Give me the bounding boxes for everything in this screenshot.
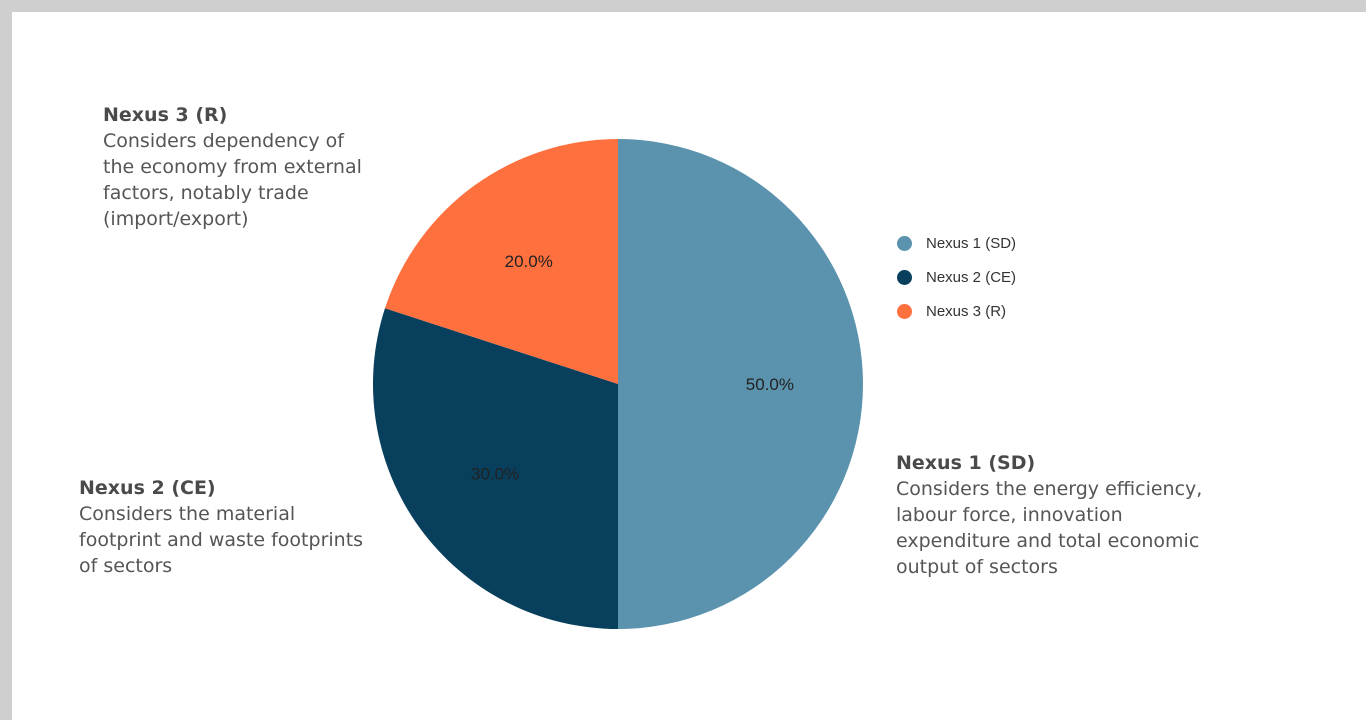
legend-item-nexus-2[interactable]: Nexus 2 (CE) bbox=[897, 260, 1016, 294]
annotation-nexus-3-title: Nexus 3 (R) bbox=[103, 104, 228, 126]
pie-slice-nexus-3[interactable] bbox=[384, 139, 618, 384]
slice-label-nexus-3: 20.0% bbox=[505, 252, 553, 271]
pie-slice-nexus-1[interactable] bbox=[618, 139, 863, 629]
annotation-nexus-2: Nexus 2 (CE) Considers the material foot… bbox=[79, 475, 409, 579]
slice-label-nexus-2: 30.0% bbox=[471, 464, 519, 483]
legend-label-nexus-3: Nexus 3 (R) bbox=[926, 302, 1007, 320]
pie-chart: 50.0% 30.0% 20.0% bbox=[372, 139, 863, 629]
slice-label-nexus-1: 50.0% bbox=[746, 375, 794, 394]
annotation-nexus-3-body: Considers dependency of the economy from… bbox=[103, 130, 362, 230]
annotation-nexus-1-title: Nexus 1 (SD) bbox=[896, 452, 1036, 474]
legend-label-nexus-2: Nexus 2 (CE) bbox=[926, 268, 1017, 286]
legend: Nexus 1 (SD) Nexus 2 (CE) Nexus 3 (R) bbox=[897, 226, 1016, 328]
chart-frame: 50.0% 30.0% 20.0% Nexus 3 (R) Considers de… bbox=[12, 12, 1366, 720]
legend-swatch-nexus-1 bbox=[897, 235, 912, 251]
legend-label-nexus-1: Nexus 1 (SD) bbox=[926, 234, 1017, 252]
annotation-nexus-2-body: Considers the material footprint and was… bbox=[79, 503, 364, 577]
legend-item-nexus-3[interactable]: Nexus 3 (R) bbox=[897, 294, 1016, 328]
annotation-nexus-1-body: Considers the energy efficiency, labour … bbox=[896, 478, 1203, 578]
pie-slice-nexus-2[interactable] bbox=[372, 308, 618, 629]
annotation-nexus-3: Nexus 3 (R) Considers dependency of the … bbox=[103, 102, 403, 232]
annotation-nexus-2-title: Nexus 2 (CE) bbox=[79, 477, 216, 499]
legend-swatch-nexus-3 bbox=[897, 303, 912, 319]
annotation-nexus-1: Nexus 1 (SD) Considers the energy effici… bbox=[896, 450, 1236, 580]
legend-swatch-nexus-2 bbox=[897, 269, 912, 285]
legend-item-nexus-1[interactable]: Nexus 1 (SD) bbox=[897, 226, 1016, 260]
